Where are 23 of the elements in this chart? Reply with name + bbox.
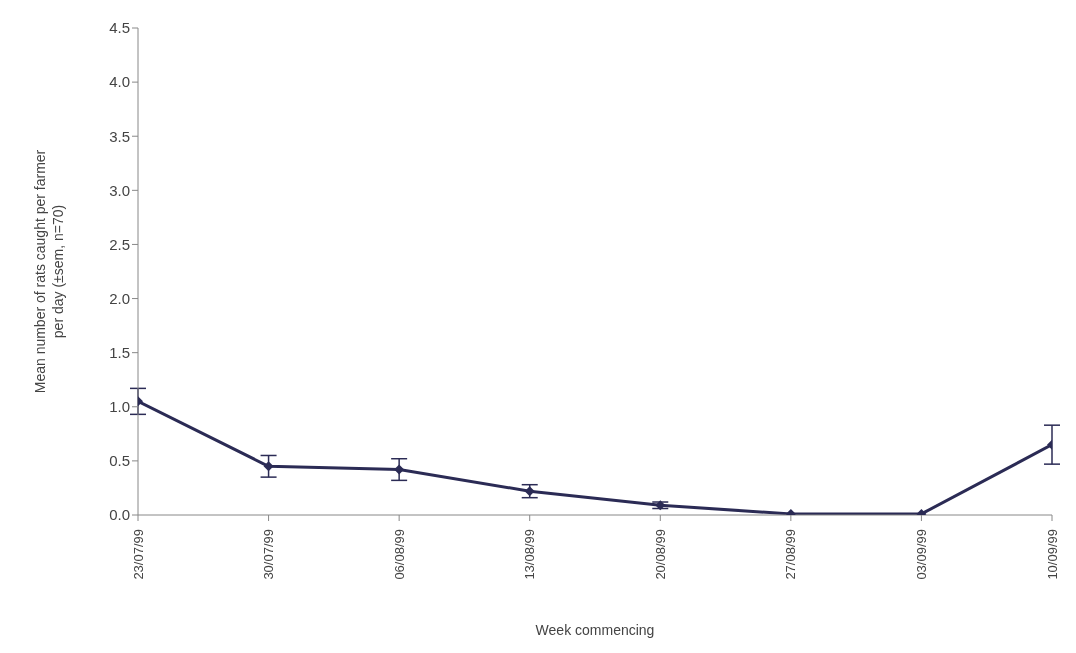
y-tick-label: 4.5 xyxy=(109,19,130,37)
x-tick-label: 27/08/99 xyxy=(783,529,799,580)
x-axis-title: Week commencing xyxy=(535,622,655,638)
point xyxy=(394,464,405,475)
y-tick-label: 2.0 xyxy=(109,289,130,307)
y-tick-label: 1.0 xyxy=(109,398,130,416)
y-axis-title: Mean number of rats caught per farmer per day (±sem, n=70) xyxy=(32,149,66,394)
y-tick-label: 3.0 xyxy=(109,181,130,199)
y-tick-label: 3.5 xyxy=(109,127,130,145)
point xyxy=(524,486,535,497)
y-tick-label: 0.5 xyxy=(109,452,130,470)
point xyxy=(263,461,274,472)
x-tick-label: 23/07/99 xyxy=(130,529,146,580)
x-tick-label: 06/08/99 xyxy=(391,529,407,580)
x-tick-label: 13/08/99 xyxy=(522,529,538,580)
y-tick-label: 2.5 xyxy=(109,235,130,253)
x-tick-label: 20/08/99 xyxy=(652,529,668,580)
y-tick-label: 0.0 xyxy=(109,506,130,524)
x-tick-label: 30/07/99 xyxy=(261,529,277,580)
y-tick-label: 1.5 xyxy=(109,343,130,361)
x-tick-label: 10/09/99 xyxy=(1044,529,1060,580)
y-tick-label: 4.0 xyxy=(109,73,130,91)
x-tick-label: 03/09/99 xyxy=(913,529,929,580)
